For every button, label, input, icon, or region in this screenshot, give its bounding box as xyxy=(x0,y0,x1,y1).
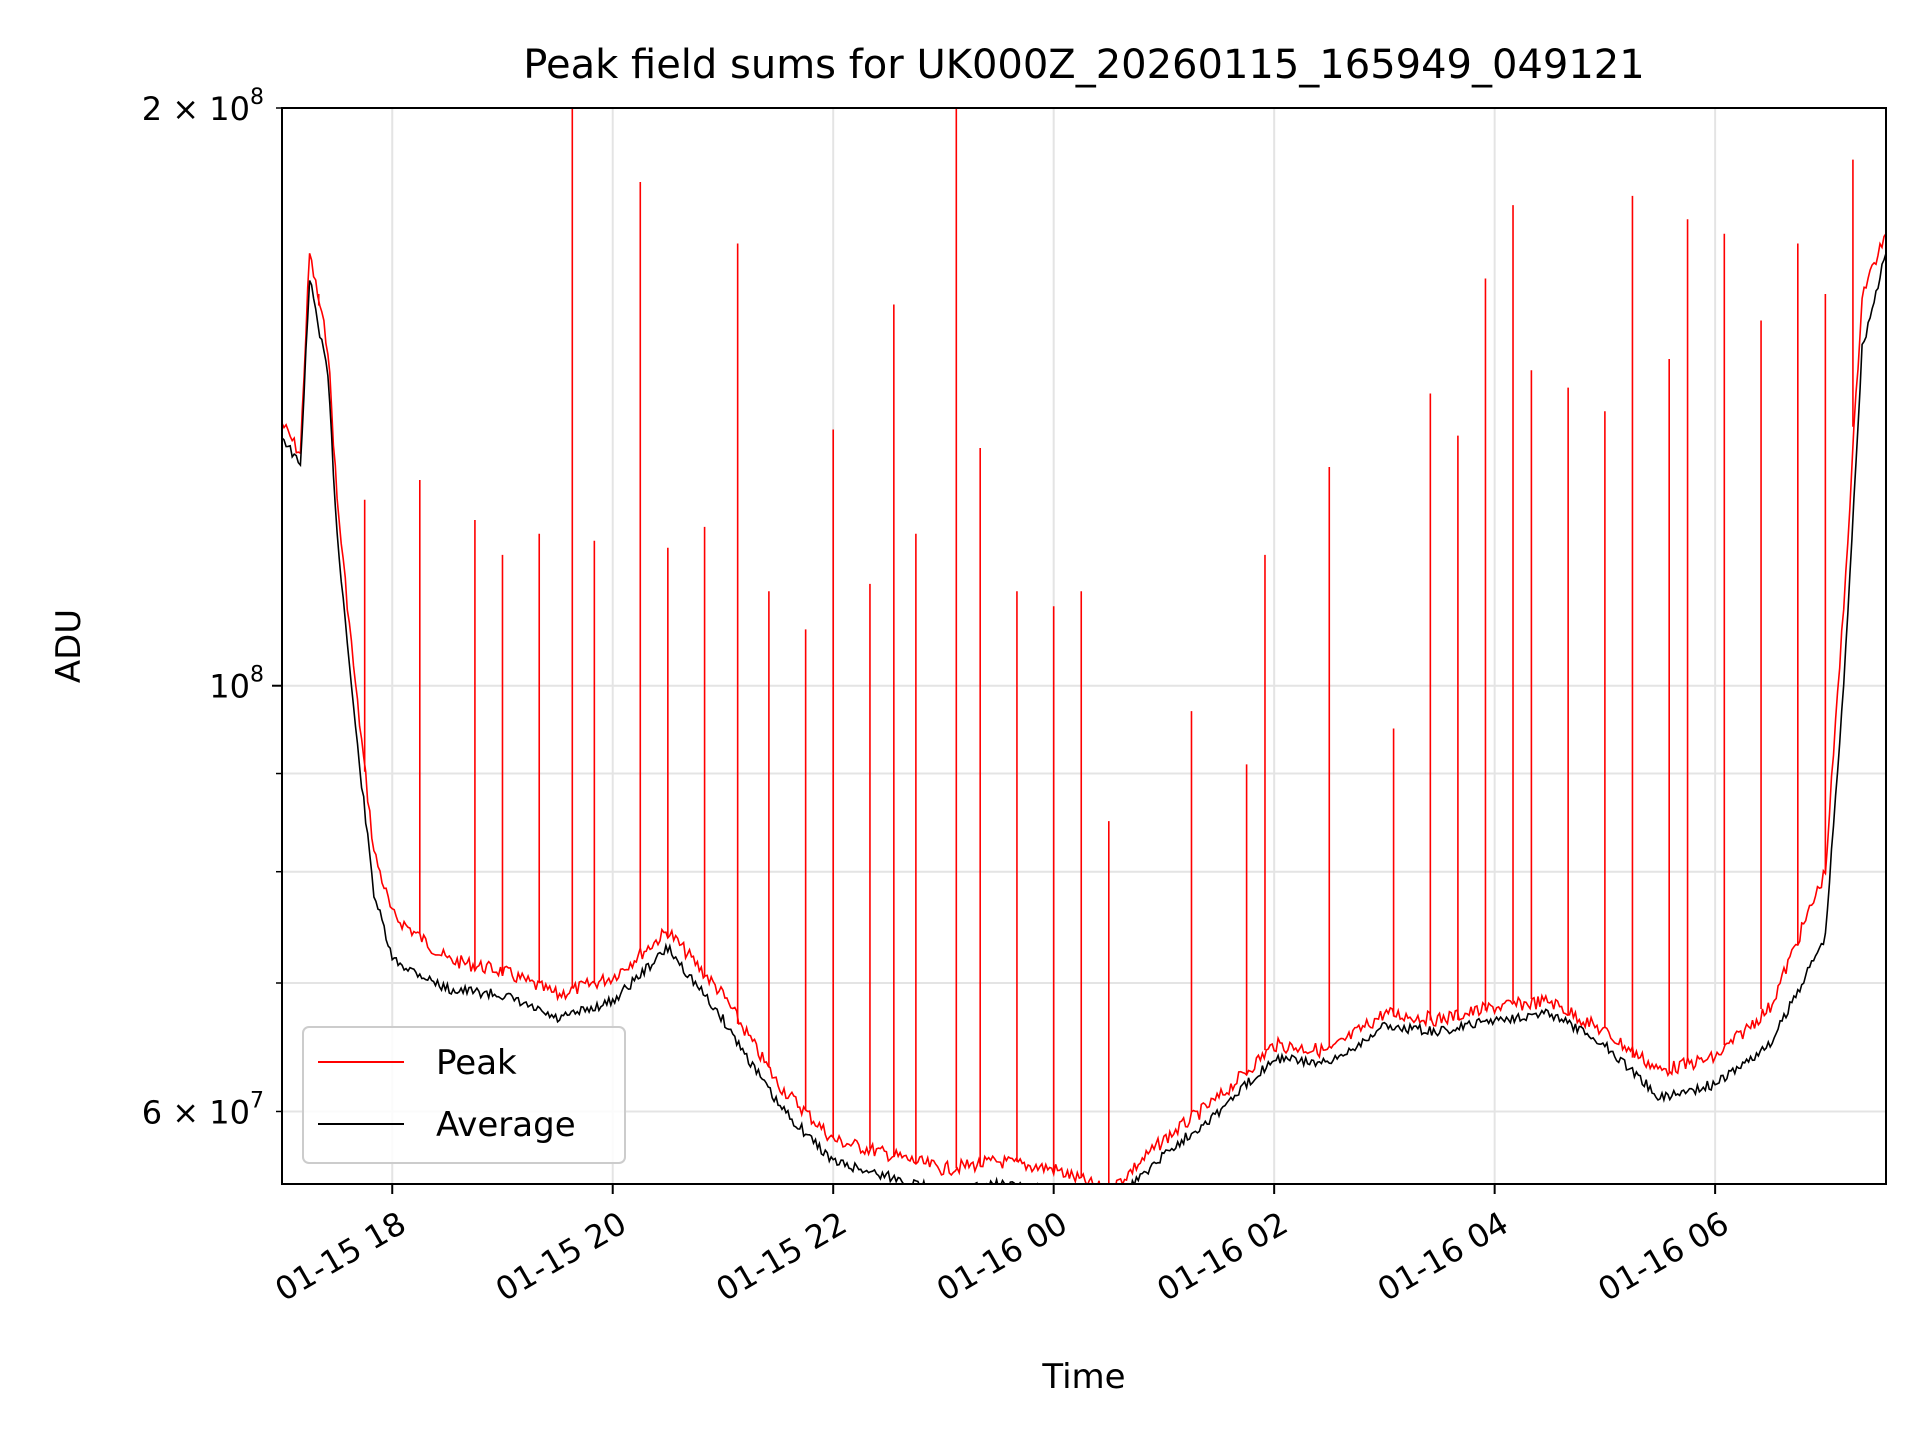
series-group xyxy=(282,108,1886,1184)
x-axis-label: Time xyxy=(1041,1357,1125,1397)
y-tick-label: 108 xyxy=(209,663,264,706)
legend: Peak Average xyxy=(302,1026,626,1164)
y-tick-label-base: 6 × 10 xyxy=(142,1093,250,1131)
legend-peak-label: Peak xyxy=(436,1043,517,1083)
y-tick-label-base: 2 × 10 xyxy=(142,90,250,128)
chart-title: Peak field sums for UK000Z_20260115_1659… xyxy=(523,42,1644,88)
y-tick-label-base: 10 xyxy=(209,668,250,706)
y-tick-label: 6 × 107 xyxy=(142,1088,264,1131)
plot-area xyxy=(282,108,1886,1184)
y-axis-label: ADU xyxy=(49,609,89,683)
axes-frame xyxy=(281,107,1887,1185)
legend-average-label: Average xyxy=(436,1105,576,1145)
y-tick-label-exponent: 8 xyxy=(250,663,264,688)
series-peak-line xyxy=(282,233,1886,1184)
y-tick-label-exponent: 8 xyxy=(250,85,264,110)
y-tick-label: 2 × 108 xyxy=(142,85,264,128)
series-average-line xyxy=(282,253,1886,1184)
y-tick-label-exponent: 7 xyxy=(250,1088,264,1113)
